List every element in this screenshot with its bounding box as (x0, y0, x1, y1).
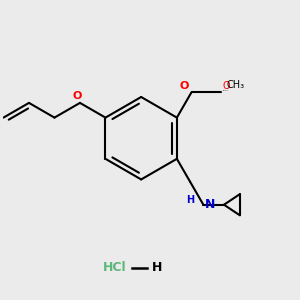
Text: methoxy: methoxy (223, 89, 229, 91)
Text: CH₃: CH₃ (226, 80, 244, 90)
Text: HCl: HCl (103, 261, 127, 274)
Text: N: N (205, 198, 215, 211)
Text: H: H (186, 195, 194, 205)
Text: O: O (223, 81, 230, 91)
Text: O: O (179, 81, 189, 91)
Text: O: O (72, 91, 81, 100)
Text: H: H (152, 261, 162, 274)
